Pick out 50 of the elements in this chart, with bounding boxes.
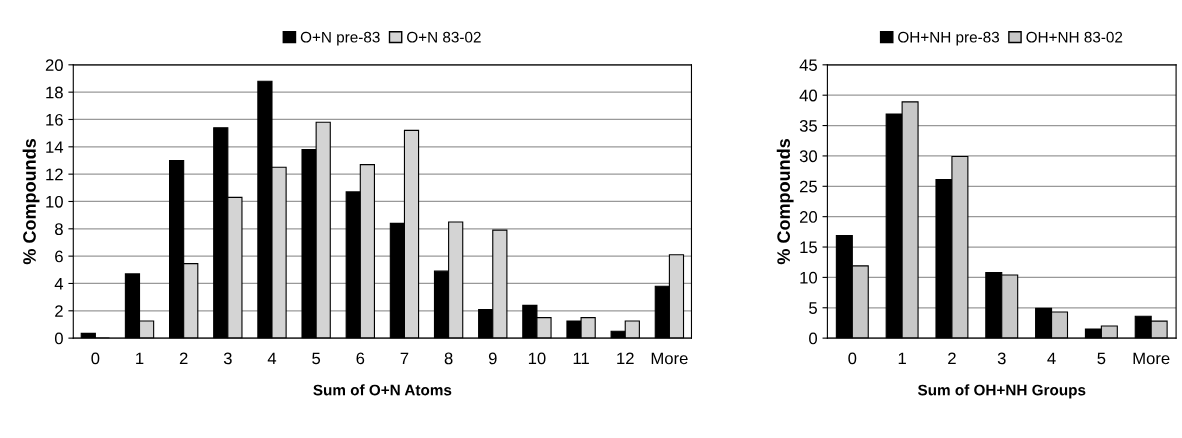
- x-tick-label: 4: [267, 352, 277, 365]
- y-tick-label: 20: [799, 211, 818, 223]
- y-tick-label: 40: [799, 89, 818, 102]
- y-tick-label: 18: [46, 86, 63, 99]
- y-axis-title: % Compounds: [22, 139, 40, 265]
- x-tick-label: 4: [1047, 352, 1056, 365]
- y-tick-label: 20: [45, 59, 63, 72]
- y-tick-label: 25: [799, 180, 817, 193]
- x-tick-label: 0: [848, 352, 857, 365]
- x-axis-title: Sum of O+N Atoms: [313, 384, 452, 396]
- legend-label: O+N 83-02: [407, 31, 481, 43]
- y-tick-label: 2: [55, 305, 63, 317]
- y-tick-label: 4: [54, 278, 64, 290]
- x-tick-label: More: [651, 352, 688, 365]
- x-tick-label: 12: [617, 352, 634, 365]
- y-tick-label: 30: [799, 150, 818, 163]
- y-tick-label: 12: [46, 168, 63, 181]
- y-tick-label: 6: [55, 250, 63, 263]
- y-tick-label: 45: [799, 59, 817, 72]
- legend-label: OH+NH pre-83: [898, 31, 1000, 46]
- x-tick-label: 1: [136, 352, 144, 365]
- x-tick-label: 3: [223, 352, 232, 365]
- y-tick-label: 35: [799, 119, 817, 132]
- y-axis-title: % Compounds: [776, 139, 794, 265]
- y-tick-label: 16: [46, 113, 63, 126]
- x-tick-label: 0: [91, 352, 100, 365]
- x-tick-label: 9: [488, 352, 497, 365]
- x-tick-label: 11: [573, 352, 589, 365]
- x-tick-label: 1: [898, 352, 906, 365]
- y-tick-label: 15: [800, 241, 817, 254]
- x-axis-title: Sum of OH+NH Groups: [917, 384, 1086, 399]
- x-tick-label: 6: [356, 352, 365, 365]
- x-tick-label: 10: [528, 352, 546, 365]
- legend-label: OH+NH 83-02: [1026, 31, 1123, 43]
- y-tick-label: 10: [46, 195, 63, 208]
- y-tick-label: 5: [809, 302, 817, 314]
- x-tick-label: 7: [400, 352, 409, 365]
- x-tick-label: 5: [1097, 352, 1106, 365]
- y-tick-label: 10: [800, 271, 818, 284]
- x-tick-label: 5: [312, 352, 321, 365]
- x-tick-label: 8: [444, 352, 453, 365]
- y-tick-label: 14: [46, 141, 64, 153]
- x-tick-label: 2: [948, 352, 956, 365]
- x-tick-label: 2: [179, 352, 188, 365]
- x-tick-label: More: [1133, 352, 1170, 365]
- x-tick-label: 3: [997, 352, 1006, 365]
- legend-label: O+N pre-83: [300, 31, 380, 46]
- y-tick-label: 0: [809, 332, 818, 345]
- y-tick-label: 8: [55, 223, 63, 236]
- y-tick-label: 0: [54, 332, 63, 345]
